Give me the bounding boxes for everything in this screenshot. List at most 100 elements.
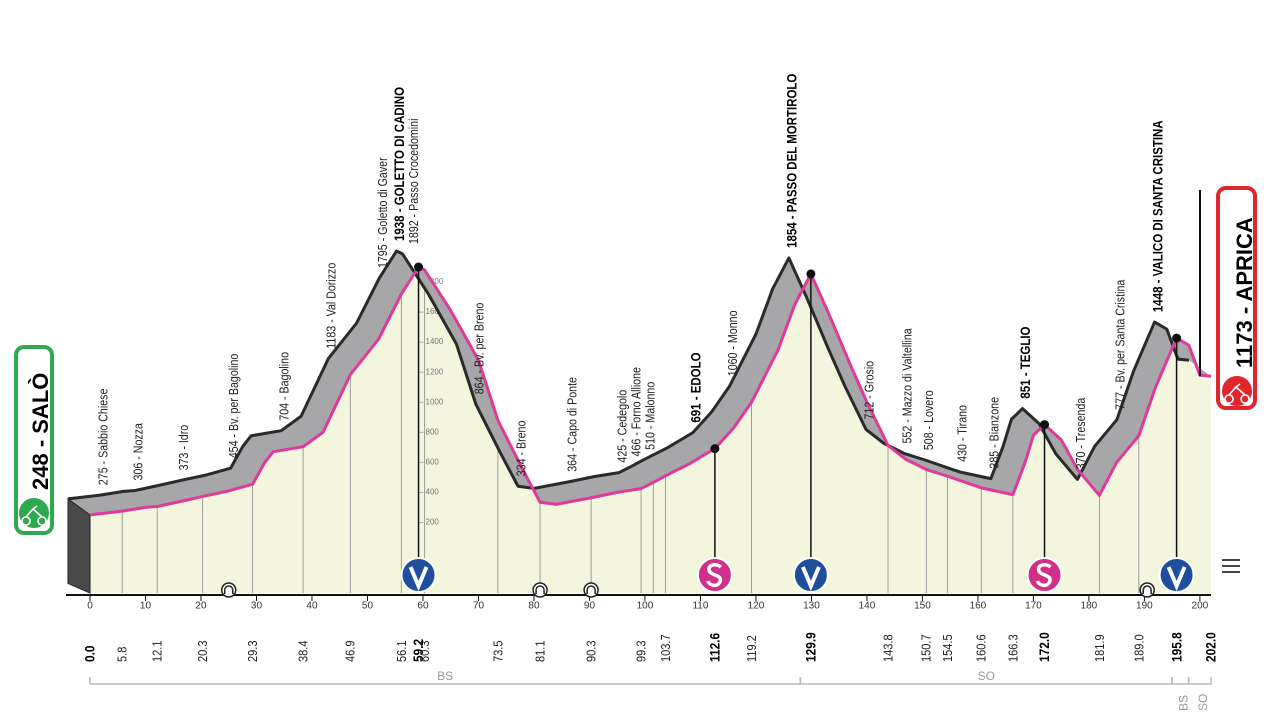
km-label: 112.6 [707,633,723,662]
x-tick-label: 180 [1081,601,1098,612]
sprint-icon [1035,563,1052,588]
x-tick-label: 160 [970,601,987,612]
km-label: 59.2 [410,639,426,662]
y-tick-label: 600 [426,457,440,466]
x-tick-label: 170 [1025,601,1042,612]
finish-box: 1173 - APRICA [1216,186,1257,410]
km-label: 143.8 [881,634,896,662]
kom-marker [1158,557,1195,593]
start-icon [19,498,49,528]
x-tick-label: 100 [637,601,654,612]
region-label: SO [978,669,995,683]
x-tick-label: 70 [473,601,485,612]
profile-ridge [67,249,1190,501]
waypoint-label: 334 - Breno [513,420,528,476]
km-label: 160.6 [974,634,989,662]
x-tick-label: 130 [803,601,820,612]
tunnel-marker [532,582,548,598]
waypoint-label: 1060 - Monno [725,310,740,376]
km-label: 181.9 [1092,634,1107,662]
finish-frame [1216,186,1257,410]
x-tick-label: 110 [692,601,708,612]
waypoint-label: 1795 - Goletto di Gaver [375,157,390,268]
waypoint-label: 1854 - PASSO DEL MORTIROLO [783,74,799,248]
km-label: 46.9 [343,640,358,662]
key-point-dot [1172,333,1182,343]
km-label: 202.0 [1203,632,1219,662]
start-box: 248 - SALÒ [14,345,54,535]
waypoint-label: 275 - Sabbio Chiese [96,388,111,485]
tunnel-icon [1142,585,1152,594]
waypoint-label: 1938 - GOLETTO DI CADINO [391,87,407,241]
kom-marker [400,557,437,593]
x-tick-label: 60 [417,601,429,612]
finish-label: 1173 - APRICA [1232,217,1257,368]
x-tick-label: 120 [748,601,765,612]
kom-icon [408,566,429,592]
waypoint-label: 306 - Nozza [131,423,146,481]
x-tick-label: 40 [306,601,318,612]
waypoint-label: 430 - Tirano [955,405,970,462]
sprint-icon [706,563,723,588]
km-label: 99.3 [634,640,649,662]
x-tick-label: 50 [362,601,374,612]
waypoint-label: 370 - Tresenda [1073,397,1088,469]
key-point-dot [414,262,424,272]
km-label: 38.4 [296,640,311,662]
kom-icon [1166,566,1187,592]
waypoint-label: 510 - Malonno [642,381,657,449]
km-label: 90.3 [584,640,599,662]
km-label: 189.0 [1131,634,1146,662]
waypoint-label: 454 - Bv. per Bagolino [226,353,241,458]
waypoint-label: 466 - Forno Allione [628,367,643,457]
x-tick-label: 90 [584,601,596,612]
waypoint-label: 425 - Cedegolo [614,389,629,462]
start-label: 248 - SALÒ [28,373,53,490]
y-tick-label: 1000 [426,397,444,406]
waypoint-label: 385 - Bianzone [986,397,1001,469]
waypoint-label: 364 - Capo di Ponte [565,377,580,472]
waypoint-label: 1448 - VALICO DI SANTA CRISTINA [1149,120,1165,312]
km-label: 81.1 [533,640,548,662]
key-point-dot [806,269,816,279]
km-label: 29.3 [245,640,260,662]
y-tick-label: 400 [426,487,440,496]
waypoint-label: 704 - Bagolino [277,352,292,421]
bike-icon [21,505,47,526]
x-tick-label: 190 [1136,601,1153,612]
km-label: 73.5 [490,640,505,662]
key-point-dot [710,444,720,454]
region-bracket [1171,677,1190,685]
profile-start-wall [67,497,91,594]
start-frame [14,345,54,535]
region-label: BS [1177,695,1191,711]
km-label: 195.8 [1168,632,1184,662]
waypoint-label: 1183 - Val Dorizzo [324,262,339,348]
x-tick-label: 30 [251,601,263,612]
x-tick-label: 20 [195,601,207,612]
x-tick-label: 200 [1192,601,1209,612]
waypoint-label: 777 - Bv. per Santa Cristina [1112,279,1127,409]
waypoint-label: 373 - Idro [176,424,191,470]
km-label: 12.1 [150,640,165,662]
km-label: 0.0 [82,645,98,662]
kom-icon [801,566,821,592]
km-label: 154.5 [940,634,955,662]
profile-line [89,265,1212,517]
kom-marker [792,557,829,593]
km-label: 150.7 [919,634,934,662]
tunnel-icon [535,585,545,594]
y-tick-label: 800 [426,427,440,436]
km-label: 103.7 [658,634,673,662]
waypoint-label: 691 - EDOLO [687,352,703,422]
waypoint-label: 552 - Mazzo di Valtellina [900,328,915,444]
km-label: 129.9 [803,632,819,662]
sds-logo [1222,559,1240,573]
x-tick-label: 80 [528,601,540,612]
y-tick-label: 1600 [426,307,444,316]
logo-mark [1222,559,1240,573]
y-tick-label: 200 [426,518,440,527]
km-label: 20.3 [195,640,210,662]
